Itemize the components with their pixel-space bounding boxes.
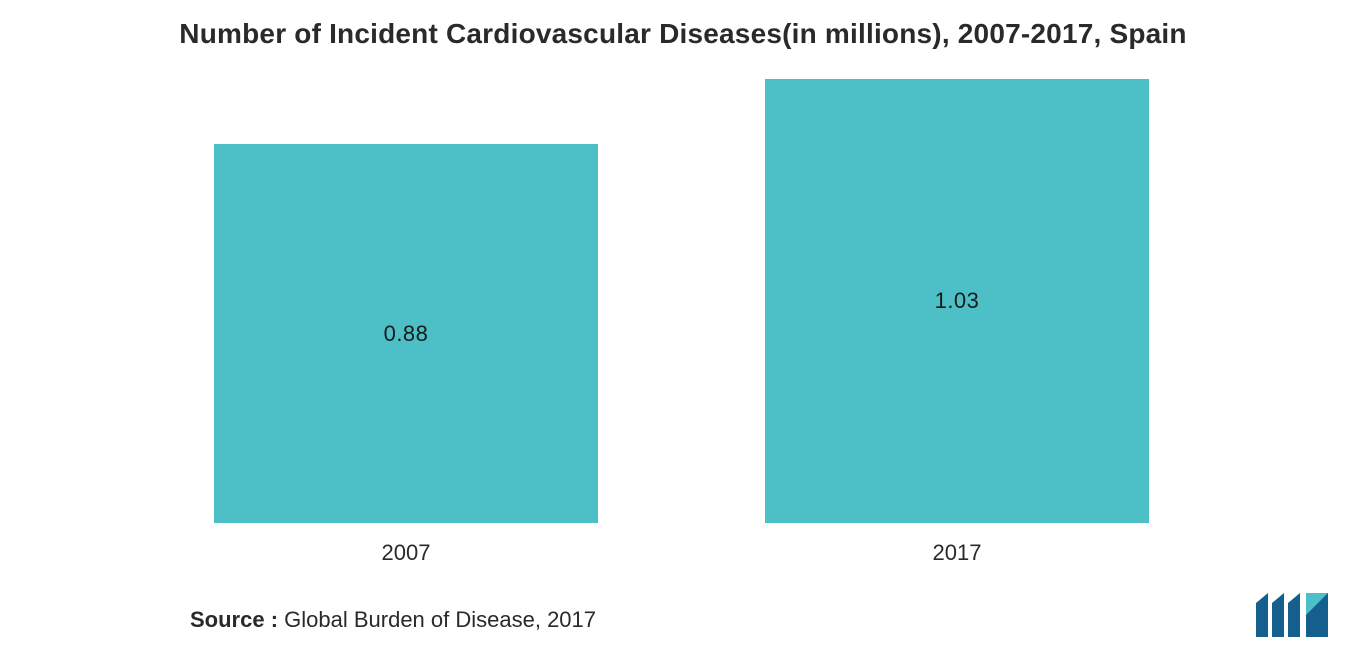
source-text: Global Burden of Disease, 2017 <box>278 607 596 632</box>
source-line: Source : Global Burden of Disease, 2017 <box>190 607 596 633</box>
x-axis-label-2007: 2007 <box>382 540 431 566</box>
x-axis-label-2017: 2017 <box>933 540 982 566</box>
chart-title: Number of Incident Cardiovascular Diseas… <box>0 0 1366 50</box>
bar-2017: 1.03 <box>765 79 1149 523</box>
source-label: Source : <box>190 607 278 632</box>
brand-logo-icon <box>1256 593 1328 637</box>
bar-2007: 0.88 <box>214 144 598 523</box>
bar-value-label: 1.03 <box>935 288 980 314</box>
chart-plot-area: 0.88 2007 1.03 2017 <box>0 68 1366 578</box>
bar-value-label: 0.88 <box>384 321 429 347</box>
